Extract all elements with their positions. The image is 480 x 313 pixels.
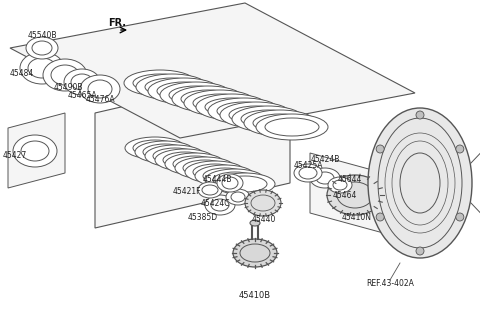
Ellipse shape — [26, 37, 58, 59]
Ellipse shape — [175, 157, 235, 179]
Ellipse shape — [368, 108, 472, 258]
Ellipse shape — [310, 168, 340, 188]
Text: 45427: 45427 — [3, 151, 27, 160]
Ellipse shape — [245, 190, 281, 216]
Ellipse shape — [148, 78, 220, 104]
Text: 45424C: 45424C — [200, 198, 230, 208]
Text: 45385D: 45385D — [188, 213, 218, 223]
Ellipse shape — [215, 173, 275, 195]
Ellipse shape — [196, 94, 268, 120]
Polygon shape — [310, 153, 420, 243]
Text: 45465A: 45465A — [67, 90, 97, 100]
Ellipse shape — [165, 153, 225, 175]
Ellipse shape — [43, 59, 87, 91]
Ellipse shape — [198, 182, 222, 198]
Ellipse shape — [256, 114, 328, 140]
Ellipse shape — [64, 69, 100, 95]
Ellipse shape — [80, 75, 120, 103]
Ellipse shape — [195, 165, 255, 187]
Text: 45476A: 45476A — [85, 95, 115, 105]
Ellipse shape — [136, 74, 208, 100]
Ellipse shape — [416, 111, 424, 119]
Ellipse shape — [20, 52, 64, 84]
Ellipse shape — [244, 110, 316, 136]
Ellipse shape — [205, 169, 265, 191]
Ellipse shape — [250, 220, 260, 226]
Ellipse shape — [205, 195, 235, 215]
Text: 45421F: 45421F — [173, 187, 201, 196]
Polygon shape — [8, 113, 65, 188]
Ellipse shape — [185, 161, 245, 183]
Text: 45410B: 45410B — [239, 290, 271, 300]
Ellipse shape — [13, 135, 57, 167]
Text: 45490B: 45490B — [53, 84, 83, 93]
Ellipse shape — [456, 145, 464, 153]
Text: 45540B: 45540B — [27, 30, 57, 39]
Ellipse shape — [145, 145, 205, 167]
Ellipse shape — [125, 137, 185, 159]
Text: REF.43-402A: REF.43-402A — [366, 279, 414, 288]
Ellipse shape — [220, 102, 292, 128]
Ellipse shape — [233, 239, 277, 267]
Ellipse shape — [184, 90, 256, 116]
Polygon shape — [95, 68, 290, 228]
Ellipse shape — [135, 141, 195, 163]
Text: 45484: 45484 — [10, 69, 34, 78]
Ellipse shape — [456, 213, 464, 221]
Ellipse shape — [124, 70, 196, 96]
Text: 45464: 45464 — [333, 191, 357, 199]
Text: FR.: FR. — [108, 18, 126, 28]
Text: 45424B: 45424B — [310, 156, 340, 165]
Text: 45440: 45440 — [252, 215, 276, 224]
Ellipse shape — [376, 213, 384, 221]
Ellipse shape — [160, 82, 232, 108]
Text: 45444B: 45444B — [202, 176, 232, 184]
Ellipse shape — [226, 189, 250, 205]
Ellipse shape — [155, 149, 215, 171]
Text: 45410N: 45410N — [342, 213, 372, 223]
Ellipse shape — [376, 145, 384, 153]
Text: 45425A: 45425A — [293, 162, 323, 171]
Ellipse shape — [208, 98, 280, 124]
Text: 45644: 45644 — [338, 176, 362, 184]
Ellipse shape — [172, 86, 244, 112]
Ellipse shape — [217, 174, 243, 192]
Ellipse shape — [416, 247, 424, 255]
Ellipse shape — [328, 177, 352, 193]
Ellipse shape — [294, 164, 322, 182]
Ellipse shape — [327, 175, 383, 215]
Polygon shape — [10, 3, 415, 138]
Ellipse shape — [232, 106, 304, 132]
